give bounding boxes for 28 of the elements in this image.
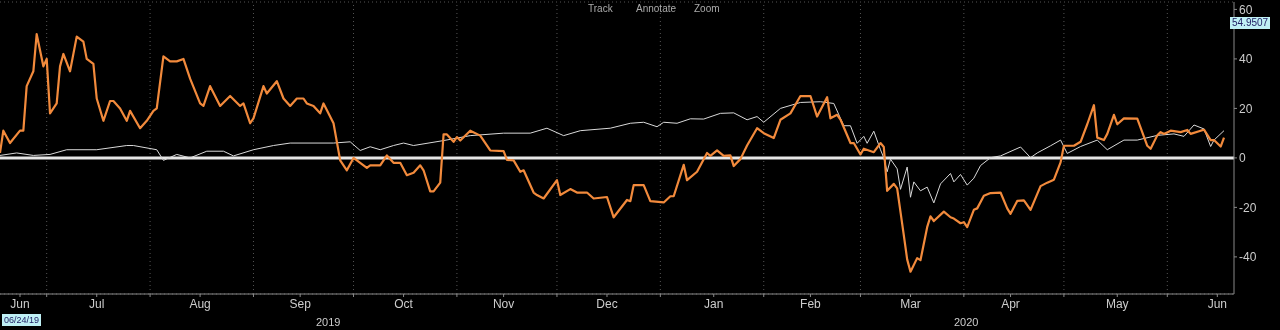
x-tick-label: Sep [289, 296, 312, 311]
text: 2020 [954, 316, 979, 328]
x-tick-label: Feb [800, 296, 822, 311]
line-series [0, 33, 1226, 273]
x-tick-label: Mar [900, 296, 921, 311]
y-tick-label: 20 [1239, 101, 1253, 116]
x-tick-label: Apr [1001, 296, 1020, 311]
x-tick-label: May [1105, 296, 1129, 311]
x-tick-label: Jun [10, 296, 30, 311]
y-tick-label: 40 [1239, 52, 1253, 67]
x-tick-label: Oct [394, 296, 414, 311]
annotation: Track [588, 3, 613, 15]
line-series [0, 101, 1225, 204]
text: 2019 [316, 316, 341, 328]
x-tick-label: Dec [596, 296, 618, 311]
text: 06/24/19 [2, 314, 42, 326]
y-tick-label: -20 [1239, 200, 1257, 215]
annotation: Zoom [694, 3, 720, 15]
x-tick-label: Nov [492, 296, 515, 311]
annotation: 54.9507 [1230, 17, 1271, 29]
y-tick-label: -40 [1239, 250, 1257, 265]
x-tick-label: Aug [189, 296, 211, 311]
x-tick-label: Jun [1207, 296, 1227, 311]
y-tick-label: 60 [1239, 2, 1253, 17]
x-tick-label: Jan [704, 296, 724, 311]
x-tick-label: Jul [89, 296, 105, 311]
annotation: Annotate [636, 3, 677, 15]
y-tick-label: 0 [1239, 151, 1246, 166]
